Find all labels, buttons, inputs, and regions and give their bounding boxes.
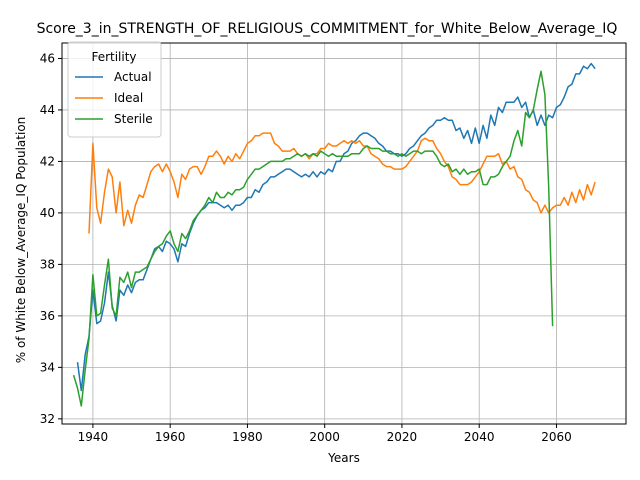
chart-title: Score_3_in_STRENGTH_OF_RELIGIOUS_COMMITM… (37, 21, 618, 37)
series-lines (72, 62, 596, 407)
plot-frame (61, 42, 627, 425)
legend-label-sterile: Sterile (114, 112, 153, 126)
legend-label-actual: Actual (114, 70, 152, 84)
legend: Fertility Actual Ideal Sterile (67, 41, 162, 138)
y-tick-label: 34 (40, 360, 55, 374)
y-axis: 32 34 36 38 40 42 44 46 (40, 51, 62, 426)
y-axis-label: % of White Below_Average_IQ Population (14, 117, 28, 364)
y-tick-label: 36 (40, 309, 55, 323)
y-tick-label: 42 (40, 154, 55, 168)
x-tick-label: 1940 (78, 430, 109, 444)
legend-title: Fertility (91, 50, 136, 64)
x-tick-label: 2000 (309, 430, 340, 444)
legend-entries: Actual Ideal Sterile (75, 70, 153, 126)
series-line-actual (76, 62, 596, 392)
series-line-sterile (72, 70, 554, 407)
legend-label-ideal: Ideal (114, 91, 143, 105)
x-axis: 1940 1960 1980 2000 2020 2040 2060 (78, 424, 572, 444)
x-tick-label: 1980 (232, 430, 263, 444)
x-tick-label: 2020 (387, 430, 418, 444)
x-tick-label: 1960 (155, 430, 186, 444)
legend-box (67, 41, 162, 138)
grid (62, 43, 626, 424)
x-tick-label: 2040 (464, 430, 495, 444)
y-tick-label: 46 (40, 51, 55, 65)
y-tick-label: 40 (40, 206, 55, 220)
x-tick-label: 2060 (541, 430, 572, 444)
y-tick-label: 32 (40, 412, 55, 426)
series-line-ideal (88, 132, 596, 234)
x-axis-label: Years (327, 451, 360, 465)
y-tick-label: 44 (40, 103, 55, 117)
y-tick-label: 38 (40, 257, 55, 271)
